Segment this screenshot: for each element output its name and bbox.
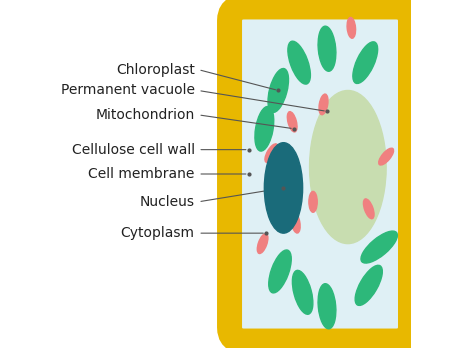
Ellipse shape bbox=[257, 234, 268, 253]
Ellipse shape bbox=[355, 265, 382, 306]
Ellipse shape bbox=[318, 26, 336, 71]
Ellipse shape bbox=[292, 270, 313, 314]
Ellipse shape bbox=[347, 17, 356, 38]
Text: Mitochondrion: Mitochondrion bbox=[96, 108, 195, 122]
Text: Permanent vacuole: Permanent vacuole bbox=[61, 84, 195, 97]
Ellipse shape bbox=[361, 231, 397, 263]
Ellipse shape bbox=[287, 112, 297, 132]
Ellipse shape bbox=[265, 144, 278, 163]
Ellipse shape bbox=[353, 42, 377, 84]
Ellipse shape bbox=[318, 284, 336, 329]
Ellipse shape bbox=[379, 148, 394, 165]
Ellipse shape bbox=[268, 69, 289, 112]
Ellipse shape bbox=[288, 41, 310, 84]
Ellipse shape bbox=[310, 90, 386, 244]
Ellipse shape bbox=[264, 143, 303, 233]
Text: Cytoplasm: Cytoplasm bbox=[121, 226, 195, 240]
Ellipse shape bbox=[269, 250, 291, 293]
Ellipse shape bbox=[291, 212, 300, 233]
Text: Cellulose cell wall: Cellulose cell wall bbox=[71, 143, 195, 157]
Ellipse shape bbox=[309, 191, 317, 212]
Ellipse shape bbox=[255, 106, 274, 151]
Ellipse shape bbox=[363, 199, 374, 219]
Ellipse shape bbox=[319, 94, 328, 115]
Text: Chloroplast: Chloroplast bbox=[116, 63, 195, 77]
FancyBboxPatch shape bbox=[229, 7, 411, 341]
Text: Cell membrane: Cell membrane bbox=[88, 167, 195, 181]
Text: Nucleus: Nucleus bbox=[140, 195, 195, 209]
